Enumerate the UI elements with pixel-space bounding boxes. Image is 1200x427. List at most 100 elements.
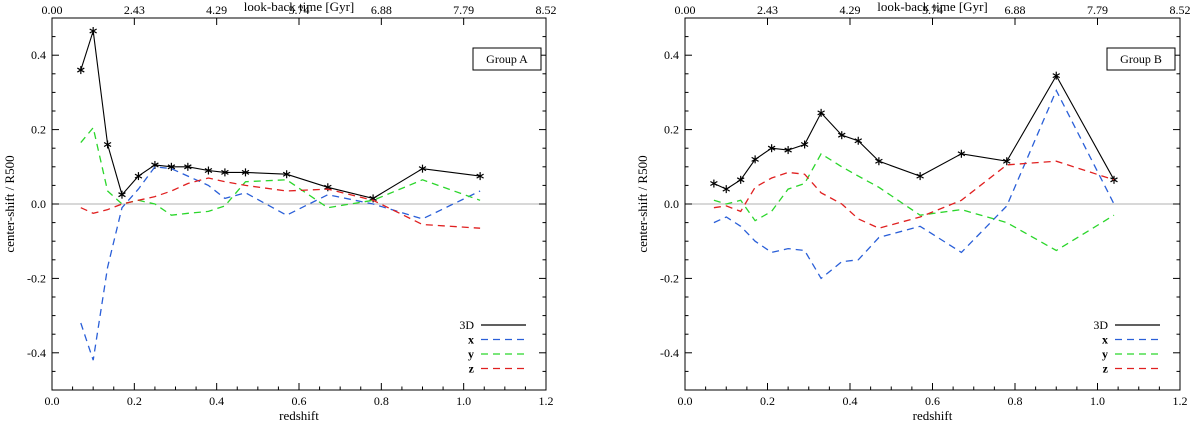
x-tick-label: 0.4 <box>209 394 224 408</box>
legend-label-y: y <box>1102 347 1108 361</box>
data-point-3d <box>800 140 809 149</box>
x-axis-label: redshift <box>913 408 953 423</box>
asterisk-marker-stroke <box>1002 158 1011 164</box>
legend-label-x: x <box>1102 333 1108 347</box>
asterisk-marker-stroke <box>837 132 846 138</box>
asterisk-marker-stroke <box>241 169 250 175</box>
x-axis-label: redshift <box>279 408 319 423</box>
asterisk-marker-stroke <box>875 158 883 164</box>
asterisk-marker-stroke <box>710 181 718 187</box>
asterisk-marker-stroke <box>369 195 377 201</box>
x-tick-label: 1.0 <box>456 394 471 408</box>
data-point-3d <box>418 164 427 173</box>
asterisk-marker-stroke <box>817 110 825 116</box>
chart-panel-b: 0.0 0.2 0.4 0.6 0.8 1.0 1.2 0.00 2.43 4.29 5.74 6.8… <box>635 0 1191 423</box>
data-point-3d <box>767 144 776 153</box>
top-tick-label: 6.88 <box>1005 3 1026 17</box>
top-tick-label: 4.29 <box>840 3 861 17</box>
data-point-3d <box>1110 175 1118 184</box>
series-line-x <box>80 166 481 361</box>
asterisk-marker-stroke <box>77 67 85 73</box>
data-point-3d <box>184 162 192 171</box>
asterisk-marker-stroke <box>957 151 966 157</box>
data-point-3d <box>1002 157 1011 166</box>
legend-label-z: z <box>1103 362 1109 376</box>
data-point-3d <box>751 155 759 164</box>
series-line-y <box>713 152 1115 252</box>
data-point-3d <box>476 172 484 181</box>
series-line-y <box>80 126 481 216</box>
x-tick-label: 1.2 <box>1173 394 1188 408</box>
y-tick-label: 0.2 <box>31 123 46 137</box>
y-tick-label: -0.4 <box>660 346 679 360</box>
top-tick-label: 4.29 <box>206 3 227 17</box>
legend-label-3d: 3D <box>459 318 474 332</box>
top-tick-label: 0.00 <box>42 3 63 17</box>
y-axis-label: center-shift / R500 <box>635 155 650 252</box>
top-tick-label: 5.74 <box>289 3 310 17</box>
top-tick-label: 6.88 <box>371 3 392 17</box>
y-tick-label: 0.4 <box>664 48 679 62</box>
top-tick-label: 0.00 <box>675 3 696 17</box>
asterisk-marker-stroke <box>103 141 112 148</box>
asterisk-marker-stroke <box>767 145 776 151</box>
asterisk-marker-stroke <box>476 173 484 179</box>
data-point-3d <box>89 27 97 36</box>
asterisk-marker-stroke <box>1052 73 1061 79</box>
data-point-3d <box>241 168 250 177</box>
asterisk-marker-stroke <box>722 186 731 192</box>
asterisk-marker-stroke <box>184 164 192 170</box>
x-tick-label: 0.4 <box>843 394 858 408</box>
y-tick-label: -0.4 <box>27 346 46 360</box>
legend-label-x: x <box>468 333 474 347</box>
asterisk-marker-stroke <box>221 169 229 175</box>
top-tick-label: 8.52 <box>1170 3 1191 17</box>
data-point-3d <box>875 157 883 166</box>
group-label-box <box>472 47 542 71</box>
x-tick-label: 0.8 <box>374 394 389 408</box>
asterisk-marker-stroke <box>800 141 809 148</box>
series-line-3d <box>80 30 481 199</box>
asterisk-marker-stroke <box>736 177 745 183</box>
data-point-3d <box>837 131 846 140</box>
x-tick-label: 1.2 <box>539 394 554 408</box>
data-point-3d <box>957 149 966 158</box>
legend-label-3d: 3D <box>1093 318 1108 332</box>
data-point-3d <box>710 179 718 188</box>
top-tick-label: 2.43 <box>124 3 145 17</box>
top-axis-label: look-back time [Gyr] <box>877 0 987 14</box>
data-point-3d <box>221 168 229 177</box>
asterisk-marker-stroke <box>1110 177 1118 183</box>
legend-label-y: y <box>468 347 474 361</box>
x-tick-label: 0.6 <box>925 394 940 408</box>
series-line-z <box>713 160 1115 229</box>
data-point-3d <box>916 172 924 181</box>
data-point-3d <box>369 194 377 203</box>
data-point-3d <box>77 66 85 75</box>
asterisk-marker-stroke <box>854 138 863 144</box>
series-line-3d <box>713 74 1115 190</box>
x-tick-label: 0.2 <box>127 394 142 408</box>
y-axis-label: center-shift / R500 <box>2 155 17 252</box>
data-point-3d <box>282 170 291 179</box>
asterisk-marker-stroke <box>167 164 176 170</box>
top-tick-label: 7.79 <box>1087 3 1108 17</box>
chart-panel-a: 0.0 0.2 0.4 0.6 0.8 1.0 1.2 0.00 2.43 4.29 5.74 6.8… <box>2 0 557 423</box>
top-axis-label: look-back time [Gyr] <box>244 0 354 14</box>
top-tick-label: 7.79 <box>453 3 474 17</box>
asterisk-marker-stroke <box>134 173 143 179</box>
data-point-3d <box>736 175 745 184</box>
asterisk-marker-stroke <box>118 192 126 198</box>
data-point-3d <box>854 136 863 145</box>
data-point-3d <box>722 185 731 194</box>
asterisk-marker-stroke <box>89 28 97 34</box>
data-point-3d <box>784 146 792 155</box>
data-point-3d <box>134 172 143 181</box>
asterisk-marker-stroke <box>418 166 427 172</box>
x-tick-label: 0.0 <box>678 394 693 408</box>
asterisk-marker-stroke <box>751 156 759 162</box>
data-point-3d <box>817 108 825 117</box>
x-tick-label: 1.0 <box>1090 394 1105 408</box>
asterisk-marker-stroke <box>151 162 159 168</box>
x-tick-label: 0.8 <box>1008 394 1023 408</box>
